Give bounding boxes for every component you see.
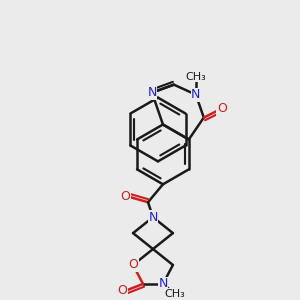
Text: N: N (158, 278, 168, 290)
Text: O: O (117, 284, 127, 297)
Text: N: N (148, 211, 158, 224)
Text: CH₃: CH₃ (185, 72, 206, 82)
Text: N: N (191, 88, 200, 101)
Text: O: O (120, 190, 130, 203)
Text: O: O (128, 259, 138, 272)
Text: O: O (217, 102, 227, 115)
Text: CH₃: CH₃ (164, 289, 185, 299)
Text: N: N (147, 86, 157, 99)
